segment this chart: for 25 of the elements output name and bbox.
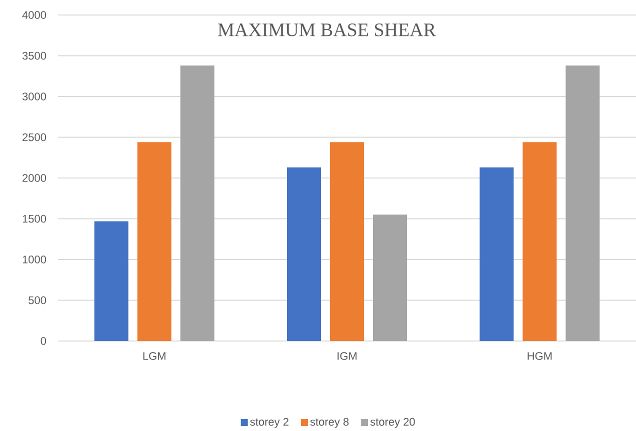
bar [94, 221, 128, 341]
bar [522, 142, 557, 341]
y-tick-label: 1500 [22, 214, 46, 223]
bar [330, 142, 364, 341]
y-tick-label: 2500 [22, 133, 46, 142]
legend-label: storey 20 [370, 418, 415, 428]
bar [137, 142, 172, 341]
y-tick-label: 1000 [22, 256, 46, 264]
bar [566, 66, 600, 341]
x-tick-label: LGM [143, 352, 166, 360]
y-tick-label: 4000 [22, 11, 46, 19]
x-tick-label: HGM [528, 352, 552, 360]
bar [480, 167, 514, 341]
chart-title: MAXIMUM BASE SHEAR [218, 24, 436, 36]
y-tick-label: 500 [28, 296, 46, 304]
legend-label: storey 8 [310, 418, 349, 428]
y-tick-label: 3500 [22, 52, 46, 60]
legend-label: storey 2 [250, 418, 288, 428]
bar [180, 66, 214, 341]
x-tick-label: IGM [338, 352, 356, 360]
bar [373, 214, 408, 341]
y-tick-label: 2000 [22, 174, 46, 182]
bar [287, 167, 322, 341]
y-tick-label: 3000 [22, 92, 46, 100]
y-tick-label: 0 [40, 337, 46, 345]
